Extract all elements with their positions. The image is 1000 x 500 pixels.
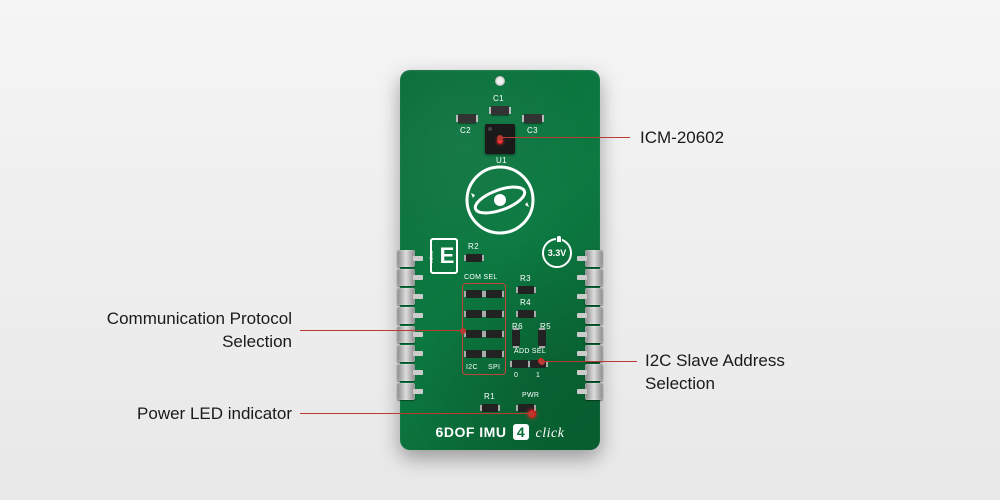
com-sel-j4b: [486, 350, 502, 358]
pin: [397, 383, 415, 400]
com-sel-j2b: [486, 310, 502, 318]
pin: [585, 345, 603, 362]
com-sel-j1b: [486, 290, 502, 298]
silk-com-sel: COM SEL: [464, 274, 498, 281]
callout-line-pwr: [300, 413, 531, 414]
name-suffix: click: [536, 426, 565, 441]
callout-label-add-sel: I2C Slave Address Selection: [645, 350, 785, 396]
pin-header-left: [397, 250, 415, 400]
pin: [585, 269, 603, 286]
pin: [397, 345, 415, 362]
add-sel-j: [512, 360, 528, 368]
gyroscope-icon: [465, 165, 535, 235]
pcb-board: C1 C2 C3 U1 mikro E 3.3V R2 COM SEL I2C …: [400, 70, 600, 450]
silk-r4: R4: [520, 298, 531, 307]
pin: [585, 250, 603, 267]
callout-label-icm: ICM-20602: [640, 127, 724, 150]
voltage-badge: 3.3V: [542, 238, 572, 268]
cap-c1: [491, 106, 509, 115]
brand-letter: E: [440, 245, 455, 267]
mikroe-badge: mikro E: [430, 238, 458, 274]
brand-text: mikro: [429, 251, 435, 263]
silk-c1: C1: [493, 94, 504, 103]
name-number: 4: [513, 424, 529, 440]
silk-i2c: I2C: [466, 364, 478, 371]
smd-r1: [482, 404, 498, 412]
name-prefix: 6DOF IMU: [436, 424, 507, 440]
cap-c3: [524, 114, 542, 123]
silk-add-0: 0: [514, 372, 518, 379]
pin: [397, 269, 415, 286]
smd-r6: [512, 330, 520, 346]
cap-c2: [458, 114, 476, 123]
callout-line-com-sel: [300, 330, 463, 331]
pin: [585, 288, 603, 305]
com-sel-j1: [466, 290, 482, 298]
pin-header-right: [585, 250, 603, 400]
pin: [397, 364, 415, 381]
callout-label-com-sel: Communication Protocol Selection: [82, 308, 292, 354]
silk-u1: U1: [496, 156, 507, 165]
voltage-text: 3.3V: [548, 248, 567, 258]
silk-pwr: PWR: [522, 392, 539, 399]
callout-line-icm: [500, 137, 630, 138]
pin: [585, 364, 603, 381]
silk-c3: C3: [527, 126, 538, 135]
pin: [585, 326, 603, 343]
pin: [397, 288, 415, 305]
pin: [585, 383, 603, 400]
smd-r3: [518, 286, 534, 294]
callout-label-pwr: Power LED indicator: [82, 403, 292, 426]
silk-add-1: 1: [536, 372, 540, 379]
smd-r2: [466, 254, 482, 262]
silk-r3: R3: [520, 274, 531, 283]
pin: [397, 326, 415, 343]
smd-r5: [538, 330, 546, 346]
silk-r2: R2: [468, 242, 479, 251]
pin: [585, 307, 603, 324]
silk-c2: C2: [460, 126, 471, 135]
mounting-hole: [495, 76, 505, 86]
board-name: 6DOF IMU 4 click: [400, 424, 600, 442]
smd-r4: [518, 310, 534, 318]
com-sel-j2: [466, 310, 482, 318]
pin: [397, 307, 415, 324]
com-sel-j4: [466, 350, 482, 358]
com-sel-j3: [466, 330, 482, 338]
silk-add-sel: ADD SEL: [514, 348, 546, 355]
com-sel-j3b: [486, 330, 502, 338]
callout-line-add-sel: [542, 361, 637, 362]
silk-r1: R1: [484, 392, 495, 401]
silk-spi: SPI: [488, 364, 500, 371]
pin: [397, 250, 415, 267]
